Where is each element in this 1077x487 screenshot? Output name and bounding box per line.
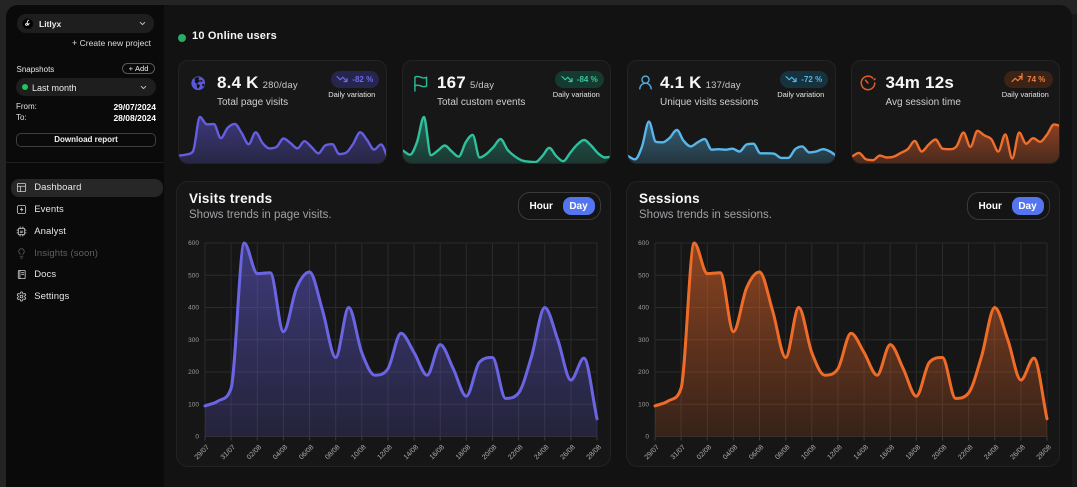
svg-text:28/08: 28/08 [586,444,603,461]
svg-text:04/08: 04/08 [722,444,739,461]
svg-text:08/08: 08/08 [774,444,791,461]
svg-text:20/08: 20/08 [481,444,498,461]
svg-text:600: 600 [638,240,649,247]
svg-text:31/07: 31/07 [670,444,687,461]
svg-text:14/08: 14/08 [403,444,420,461]
svg-text:400: 400 [188,305,199,312]
svg-text:400: 400 [638,305,649,312]
svg-text:31/07: 31/07 [220,444,237,461]
svg-text:200: 200 [188,369,199,376]
svg-text:14/08: 14/08 [853,444,870,461]
svg-text:06/08: 06/08 [748,444,765,461]
svg-text:24/08: 24/08 [533,444,550,461]
svg-text:02/08: 02/08 [696,444,713,461]
svg-text:500: 500 [188,273,199,280]
svg-text:04/08: 04/08 [272,444,289,461]
svg-text:02/08: 02/08 [246,444,263,461]
svg-text:06/08: 06/08 [298,444,315,461]
svg-text:29/07: 29/07 [644,444,661,461]
svg-text:AI: AI [20,230,24,234]
svg-text:29/07: 29/07 [194,444,211,461]
svg-text:18/08: 18/08 [905,444,922,461]
svg-text:200: 200 [638,369,649,376]
svg-text:10/08: 10/08 [800,444,817,461]
svg-text:0: 0 [645,434,649,441]
svg-text:16/08: 16/08 [879,444,896,461]
svg-text:0: 0 [195,434,199,441]
svg-text:08/08: 08/08 [324,444,341,461]
svg-text:22/08: 22/08 [957,444,974,461]
svg-text:600: 600 [188,240,199,247]
svg-text:20/08: 20/08 [931,444,948,461]
svg-text:100: 100 [188,401,199,408]
svg-text:24/08: 24/08 [983,444,1000,461]
svg-text:18/08: 18/08 [455,444,472,461]
svg-text:26/08: 26/08 [559,444,576,461]
svg-text:12/08: 12/08 [376,444,393,461]
svg-text:100: 100 [638,401,649,408]
svg-text:26/08: 26/08 [1009,444,1026,461]
svg-text:22/08: 22/08 [507,444,524,461]
svg-text:300: 300 [188,337,199,344]
svg-text:500: 500 [638,273,649,280]
svg-text:16/08: 16/08 [429,444,446,461]
svg-text:10/08: 10/08 [350,444,367,461]
svg-text:12/08: 12/08 [826,444,843,461]
svg-text:28/08: 28/08 [1036,444,1053,461]
svg-text:300: 300 [638,337,649,344]
